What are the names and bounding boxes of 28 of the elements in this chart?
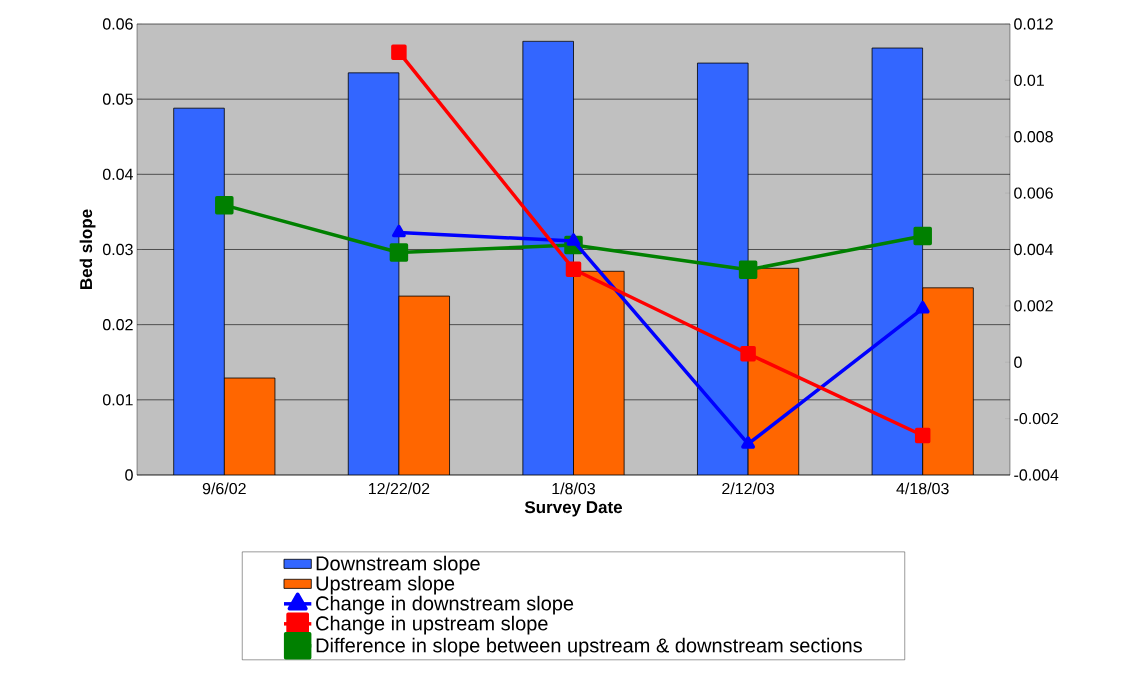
y-tick-label: 0.01	[102, 394, 133, 406]
y2-tick-label: 0.004	[1014, 243, 1054, 256]
legend-label: Difference in slope between upstream & downstream sections	[316, 637, 862, 657]
y2-tick-label: 0.01	[1014, 74, 1044, 87]
y2-tick-label: -0.002	[1014, 412, 1059, 425]
y-axis-title: Bed slope	[79, 209, 96, 289]
x-tick-label: 1/8/03	[552, 482, 596, 495]
y2-tick-label: 0	[1014, 356, 1022, 368]
y-tick-label: 0.02	[102, 319, 133, 331]
y2-tick-label: 0.006	[1014, 187, 1053, 199]
y-tick-label: 0.03	[102, 243, 133, 256]
y2-tick-label: -0.004	[1014, 469, 1059, 481]
x-tick-label: 12/22/02	[368, 482, 430, 495]
legend-label: Change in downstream slope	[316, 595, 574, 615]
x-tick-label: 9/6/02	[202, 482, 246, 495]
x-tick-label: 4/18/03	[896, 482, 949, 495]
legend-label: Upstream slope	[316, 575, 455, 595]
y-tick-label: 0	[125, 469, 133, 481]
y2-tick-label: 0.002	[1014, 300, 1053, 312]
x-axis-title: Survey Date	[524, 501, 623, 517]
legend-label: Downstream slope	[316, 555, 480, 575]
y-tick-label: 0.04	[102, 168, 133, 180]
y2-tick-label: 0.012	[1014, 18, 1053, 30]
x-tick-label: 2/12/03	[722, 482, 775, 495]
y-tick-label: 0.05	[102, 93, 133, 105]
y-tick-label: 0.06	[102, 18, 133, 30]
y2-tick-label: 0.008	[1014, 131, 1053, 143]
legend-label: Change in upstream slope	[316, 615, 548, 635]
